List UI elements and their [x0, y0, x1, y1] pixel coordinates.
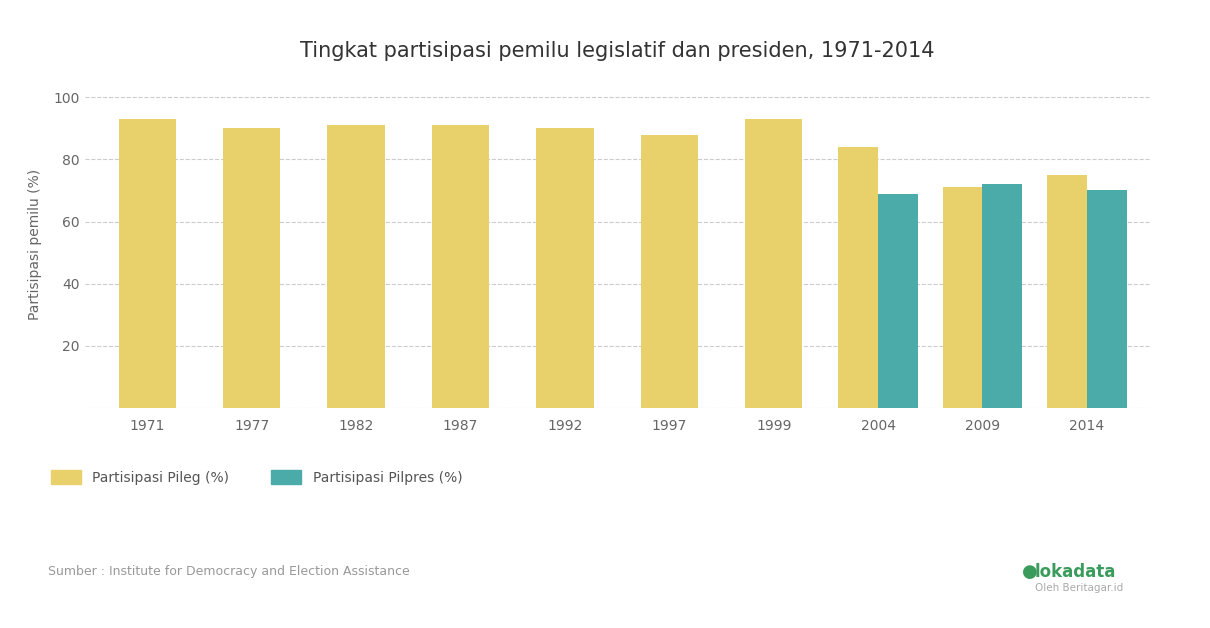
Title: Tingkat partisipasi pemilu legislatif dan presiden, 1971-2014: Tingkat partisipasi pemilu legislatif da…	[300, 41, 934, 61]
Y-axis label: Partisipasi pemilu (%): Partisipasi pemilu (%)	[28, 170, 42, 320]
Bar	[119, 119, 175, 408]
Bar	[640, 134, 698, 408]
Text: Oleh Beritagar.id: Oleh Beritagar.id	[1035, 583, 1123, 593]
Bar	[1047, 175, 1087, 408]
Bar	[223, 128, 281, 408]
Bar	[745, 119, 802, 408]
Bar	[328, 125, 385, 408]
Text: lokadata: lokadata	[1035, 563, 1116, 581]
Bar	[536, 128, 594, 408]
Text: ●: ●	[1022, 563, 1038, 581]
Bar	[943, 187, 983, 408]
Bar	[983, 184, 1022, 408]
Legend: Partisipasi Pileg (%), Partisipasi Pilpres (%): Partisipasi Pileg (%), Partisipasi Pilpr…	[51, 470, 462, 485]
Bar	[878, 193, 917, 408]
Bar	[432, 125, 489, 408]
Bar	[839, 147, 878, 408]
Text: Sumber : Institute for Democracy and Election Assistance: Sumber : Institute for Democracy and Ele…	[48, 565, 410, 578]
Bar	[1087, 190, 1127, 408]
